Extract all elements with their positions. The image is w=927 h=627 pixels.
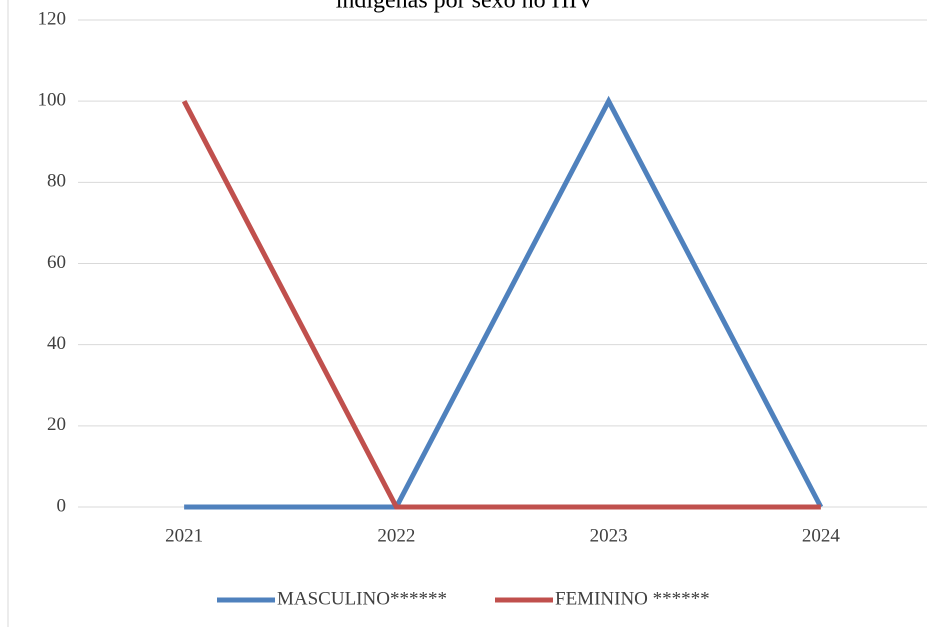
line-series: [184, 95, 824, 510]
x-tick-label: 2021: [165, 525, 203, 546]
legend-label: MASCULINO******: [277, 588, 447, 609]
x-tick-label: 2022: [377, 525, 415, 546]
y-tick-label: 40: [47, 333, 66, 354]
y-tick-label: 20: [47, 414, 66, 435]
line-series: [181, 100, 821, 510]
y-tick-label: 100: [38, 90, 67, 111]
y-tick-label: 120: [38, 8, 67, 29]
legend-label: FEMININO ******: [555, 588, 710, 609]
chart-title: indígenas por sexo no HIV: [336, 0, 595, 14]
y-tick-label: 0: [57, 495, 67, 516]
y-tick-label: 80: [47, 171, 66, 192]
x-tick-label: 2024: [802, 525, 841, 546]
y-tick-label: 60: [47, 252, 66, 273]
x-tick-label: 2023: [590, 525, 628, 546]
